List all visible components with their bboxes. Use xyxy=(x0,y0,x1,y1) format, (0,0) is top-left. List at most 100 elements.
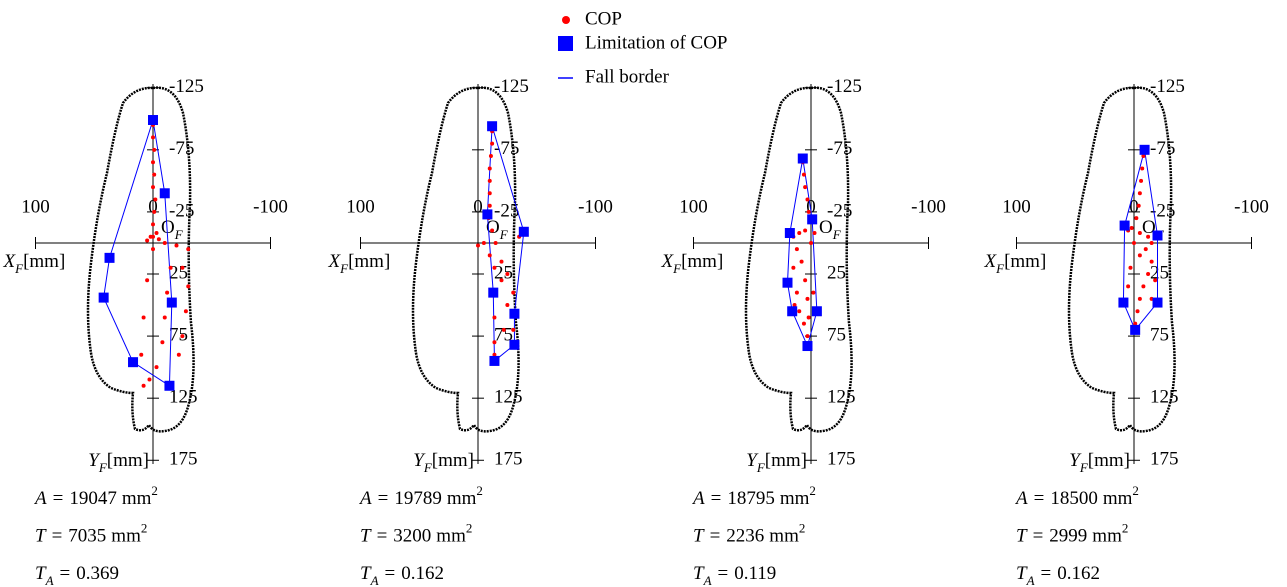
x-tick-label: 100 xyxy=(679,196,708,217)
cop-point xyxy=(186,284,191,289)
text-part: T xyxy=(693,526,705,547)
y-tick-label: 75 xyxy=(1150,324,1169,345)
text-part: A xyxy=(370,573,379,587)
limitation-point xyxy=(166,297,177,308)
cop-point xyxy=(162,240,167,245)
text-part: [mm] xyxy=(765,450,807,471)
cop-point xyxy=(1137,253,1142,258)
text-part: Y xyxy=(1069,450,1082,471)
limitation-point xyxy=(1152,297,1163,308)
panel: 100 0 -100-125-75-252575125175XF[mm]YF[mm]… xyxy=(984,76,1269,587)
text-part: F xyxy=(672,261,682,276)
cop-point xyxy=(492,340,497,345)
cop-point xyxy=(476,243,480,248)
y-tick-label: 75 xyxy=(827,324,846,345)
limitation-point xyxy=(128,357,139,368)
cop-point xyxy=(141,383,146,388)
text-part: 0.369 xyxy=(76,563,119,584)
limitation-point xyxy=(802,341,813,352)
x-tick-label: 100 xyxy=(21,196,50,217)
cop-point xyxy=(174,243,179,248)
limitation-point xyxy=(509,339,520,350)
text-part: F xyxy=(339,261,349,276)
text-part: 2 xyxy=(151,483,158,498)
x-tick-label: 0 xyxy=(473,196,483,217)
cop-point xyxy=(797,231,802,236)
stat: A = 19789 mm2 xyxy=(358,483,483,509)
cop-point xyxy=(145,238,150,243)
text-part: mm xyxy=(436,526,466,547)
text-part: O xyxy=(161,217,175,238)
limitation-point xyxy=(482,209,493,220)
text-part: mm xyxy=(769,526,799,547)
text-part: A xyxy=(1026,573,1035,587)
cop-point xyxy=(1149,240,1154,245)
cop-point xyxy=(1149,259,1154,264)
text-part: A xyxy=(358,488,372,509)
limitation-point xyxy=(509,308,520,319)
text-part: 2236 xyxy=(726,526,764,547)
y-tick-label: 25 xyxy=(1150,262,1169,283)
y-tick-label: 75 xyxy=(169,324,188,345)
text-part: = xyxy=(60,563,71,584)
origin-label: OF xyxy=(819,217,842,242)
cop-point xyxy=(141,315,146,320)
cop-point xyxy=(481,240,486,245)
cop-point xyxy=(1141,284,1146,289)
stat: A = 18795 mm2 xyxy=(691,483,816,509)
text-part: Y xyxy=(746,450,759,471)
text-part: 18795 xyxy=(727,488,775,509)
text-part: [mm] xyxy=(681,251,723,272)
text-part: mm xyxy=(780,488,810,509)
limitation-point xyxy=(811,306,822,317)
cop-point xyxy=(1133,321,1138,326)
cop-point xyxy=(162,315,167,320)
panel: 100 0 -100-125-75-252575125175XF[mm]YF[mm]… xyxy=(328,76,613,587)
text-part: mm xyxy=(1092,526,1122,547)
cop-point xyxy=(801,172,806,177)
y-tick-label: 125 xyxy=(494,387,523,408)
text-part: mm xyxy=(1103,488,1133,509)
cop-point xyxy=(151,185,155,190)
text-part: T xyxy=(35,563,47,584)
cop-point xyxy=(803,278,808,283)
text-part: 18500 xyxy=(1050,488,1098,509)
y-tick-label: 175 xyxy=(1150,449,1179,470)
y-tick-label: -75 xyxy=(1150,138,1175,159)
text-part: 0.162 xyxy=(1057,563,1100,584)
cop-point xyxy=(499,278,504,283)
stat: A = 18500 mm2 xyxy=(1014,483,1139,509)
text-part: mm xyxy=(111,526,141,547)
panel: 100 0 -100-125-75-252575125175XF[mm]YF[mm]… xyxy=(3,76,288,587)
fall-border xyxy=(1122,149,1158,331)
cop-point xyxy=(152,172,157,177)
cop-point xyxy=(151,135,155,140)
x-tick-label: -100 xyxy=(253,196,288,217)
limitation-point xyxy=(104,252,115,263)
y-tick-label: 25 xyxy=(169,262,188,283)
limitation-point xyxy=(518,226,529,237)
y-tick-label: 175 xyxy=(494,449,523,470)
y-tick-label: -25 xyxy=(494,200,519,221)
cop-point xyxy=(147,377,152,382)
limitation-point xyxy=(164,380,175,391)
cop-point xyxy=(139,352,144,357)
cop-point xyxy=(803,185,808,190)
cop-point xyxy=(794,290,799,295)
cop-point xyxy=(151,160,155,165)
panel: 100 0 -100-125-75-252575125175XF[mm]YF[mm]… xyxy=(661,76,946,587)
text-part: = xyxy=(1041,563,1052,584)
limitation-point xyxy=(807,214,818,225)
cop-point xyxy=(511,290,516,295)
text-part: 0.119 xyxy=(734,563,776,584)
cop-point xyxy=(505,272,510,276)
cop-point xyxy=(152,209,157,214)
y-tick-label: 175 xyxy=(169,449,198,470)
text-part: = xyxy=(378,488,389,509)
cop-point xyxy=(153,197,158,202)
y-tick-label: -25 xyxy=(1150,200,1175,221)
y-axis-label: YF[mm] xyxy=(413,450,474,475)
text-part: T xyxy=(35,526,47,547)
cop-point xyxy=(490,141,495,146)
cop-point xyxy=(792,303,797,308)
